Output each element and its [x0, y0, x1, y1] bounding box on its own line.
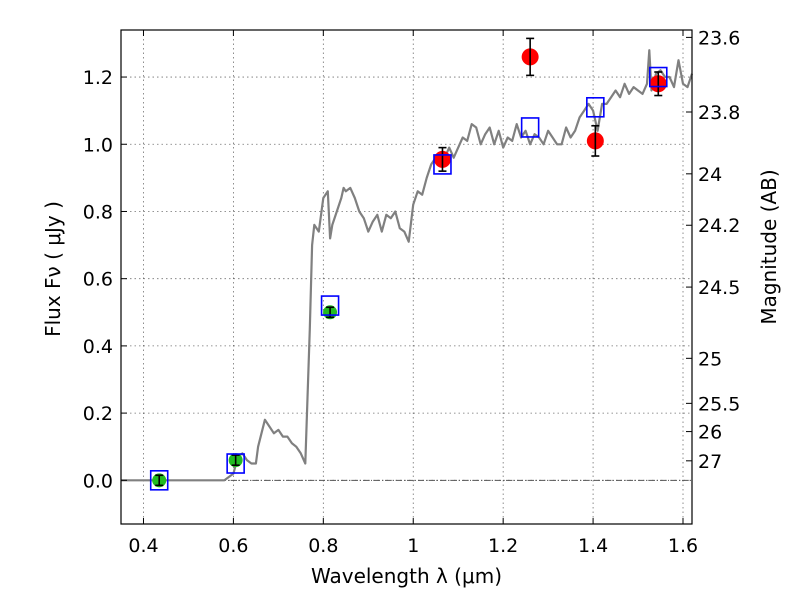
y-tick-label: 0.4 — [83, 336, 113, 358]
x-tick-label: 0.4 — [128, 535, 158, 557]
x-tick-label: 1.6 — [668, 535, 698, 557]
mag-tick-label: 25.5 — [698, 393, 740, 415]
y-axis-label: Flux Fν ( μJy ) — [41, 201, 65, 337]
model-box — [433, 154, 452, 175]
x-tick-label: 1.2 — [488, 535, 518, 557]
model-box — [586, 96, 605, 118]
x-tick-label: 1.4 — [578, 535, 608, 557]
x-axis-label: Wavelength λ (μm) — [311, 564, 502, 588]
model-box — [520, 117, 540, 138]
y2-axis-label: Magnitude (AB) — [757, 169, 781, 324]
mag-tick-label: 24 — [698, 164, 722, 186]
x-tick-label: 0.6 — [218, 535, 248, 557]
mag-tick-label: 26 — [698, 422, 722, 444]
mag-tick-label: 24.5 — [698, 277, 740, 299]
model-box — [226, 453, 245, 474]
mag-tick-label: 24.2 — [698, 215, 740, 237]
x-tick-label: 0.8 — [308, 535, 338, 557]
y-tick-label: 0.6 — [83, 269, 113, 291]
plot-frame — [120, 29, 693, 525]
mag-tick-label: 27 — [698, 451, 722, 473]
x-tick-label: 1 — [407, 535, 419, 557]
model-boxes — [149, 66, 668, 491]
template-spectrum — [121, 49, 694, 482]
mag-tick-label: 23.6 — [698, 27, 740, 49]
y-tick-label: 1.0 — [83, 134, 113, 156]
mag-tick-label: 23.8 — [698, 102, 740, 124]
model-box — [149, 470, 169, 491]
template-spectrum-line — [121, 49, 694, 482]
model-box — [648, 66, 668, 88]
y-tick-label: 0.2 — [83, 403, 113, 425]
data-markers — [152, 48, 667, 488]
y-tick-label: 0.8 — [83, 201, 113, 223]
y-tick-label: 1.2 — [83, 67, 113, 89]
y-tick-label: 0.0 — [83, 470, 113, 492]
model-box — [320, 295, 340, 316]
mag-tick-label: 25 — [698, 348, 722, 370]
ticks: 0.4 0.6 0.8 1 1.2 1.4 1.6 0.0 0.2 0.4 0.6 0.8 1.0 1.2… — [83, 27, 741, 557]
error-bars — [155, 37, 663, 487]
